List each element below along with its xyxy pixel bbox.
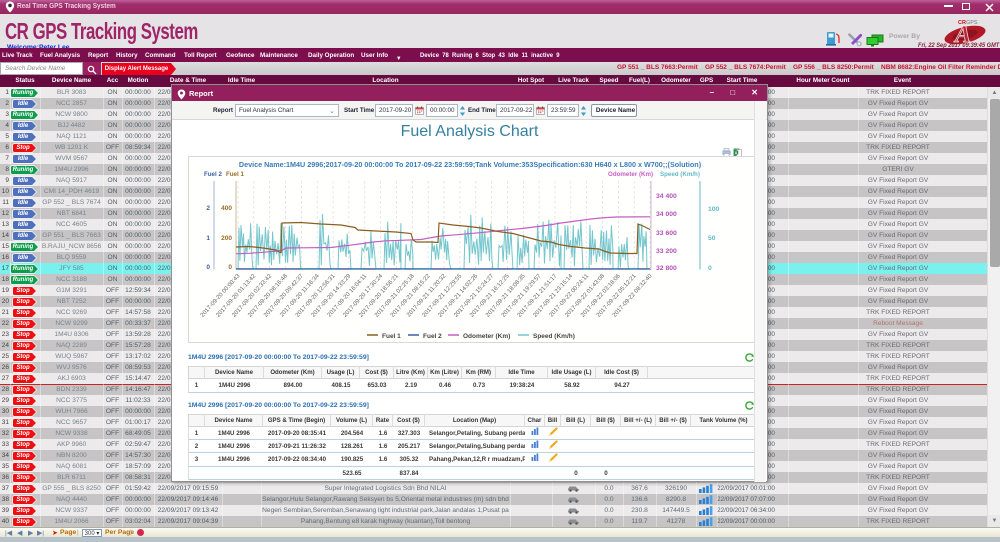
- svg-text:Fuel 1: Fuel 1: [226, 171, 244, 178]
- svg-text:CRGPS: CRGPS: [958, 20, 978, 26]
- svg-text:2: 2: [206, 205, 210, 212]
- svg-text:50: 50: [708, 235, 716, 242]
- svg-text:0: 0: [206, 264, 210, 271]
- svg-text:33 600: 33 600: [656, 230, 677, 237]
- svg-text:Device Name:1M4U 2996;2017-09-: Device Name:1M4U 2996;2017-09-20 00:00:0…: [239, 160, 702, 169]
- svg-text:Fuel 2: Fuel 2: [423, 333, 442, 340]
- svg-text:1: 1: [206, 235, 210, 242]
- svg-text:34 000: 34 000: [656, 211, 677, 218]
- svg-text:Fuel 1: Fuel 1: [382, 333, 401, 340]
- svg-text:32 800: 32 800: [656, 265, 677, 272]
- svg-text:34 400: 34 400: [656, 193, 677, 200]
- svg-text:Speed (Km/h): Speed (Km/h): [660, 171, 700, 178]
- svg-text:0: 0: [708, 265, 712, 272]
- svg-text:Odometer (Km): Odometer (Km): [463, 333, 510, 340]
- svg-text:A: A: [953, 22, 971, 45]
- svg-text:400: 400: [221, 205, 232, 212]
- svg-text:Fuel 2: Fuel 2: [204, 171, 222, 178]
- svg-text:x: x: [735, 150, 738, 155]
- svg-text:100: 100: [708, 206, 720, 213]
- svg-text:200: 200: [221, 235, 232, 242]
- svg-text:Speed (Km/h): Speed (Km/h): [533, 333, 575, 340]
- svg-text:33 200: 33 200: [656, 248, 677, 255]
- svg-text:0: 0: [228, 264, 232, 271]
- svg-text:Odometer (Km): Odometer (Km): [608, 171, 653, 178]
